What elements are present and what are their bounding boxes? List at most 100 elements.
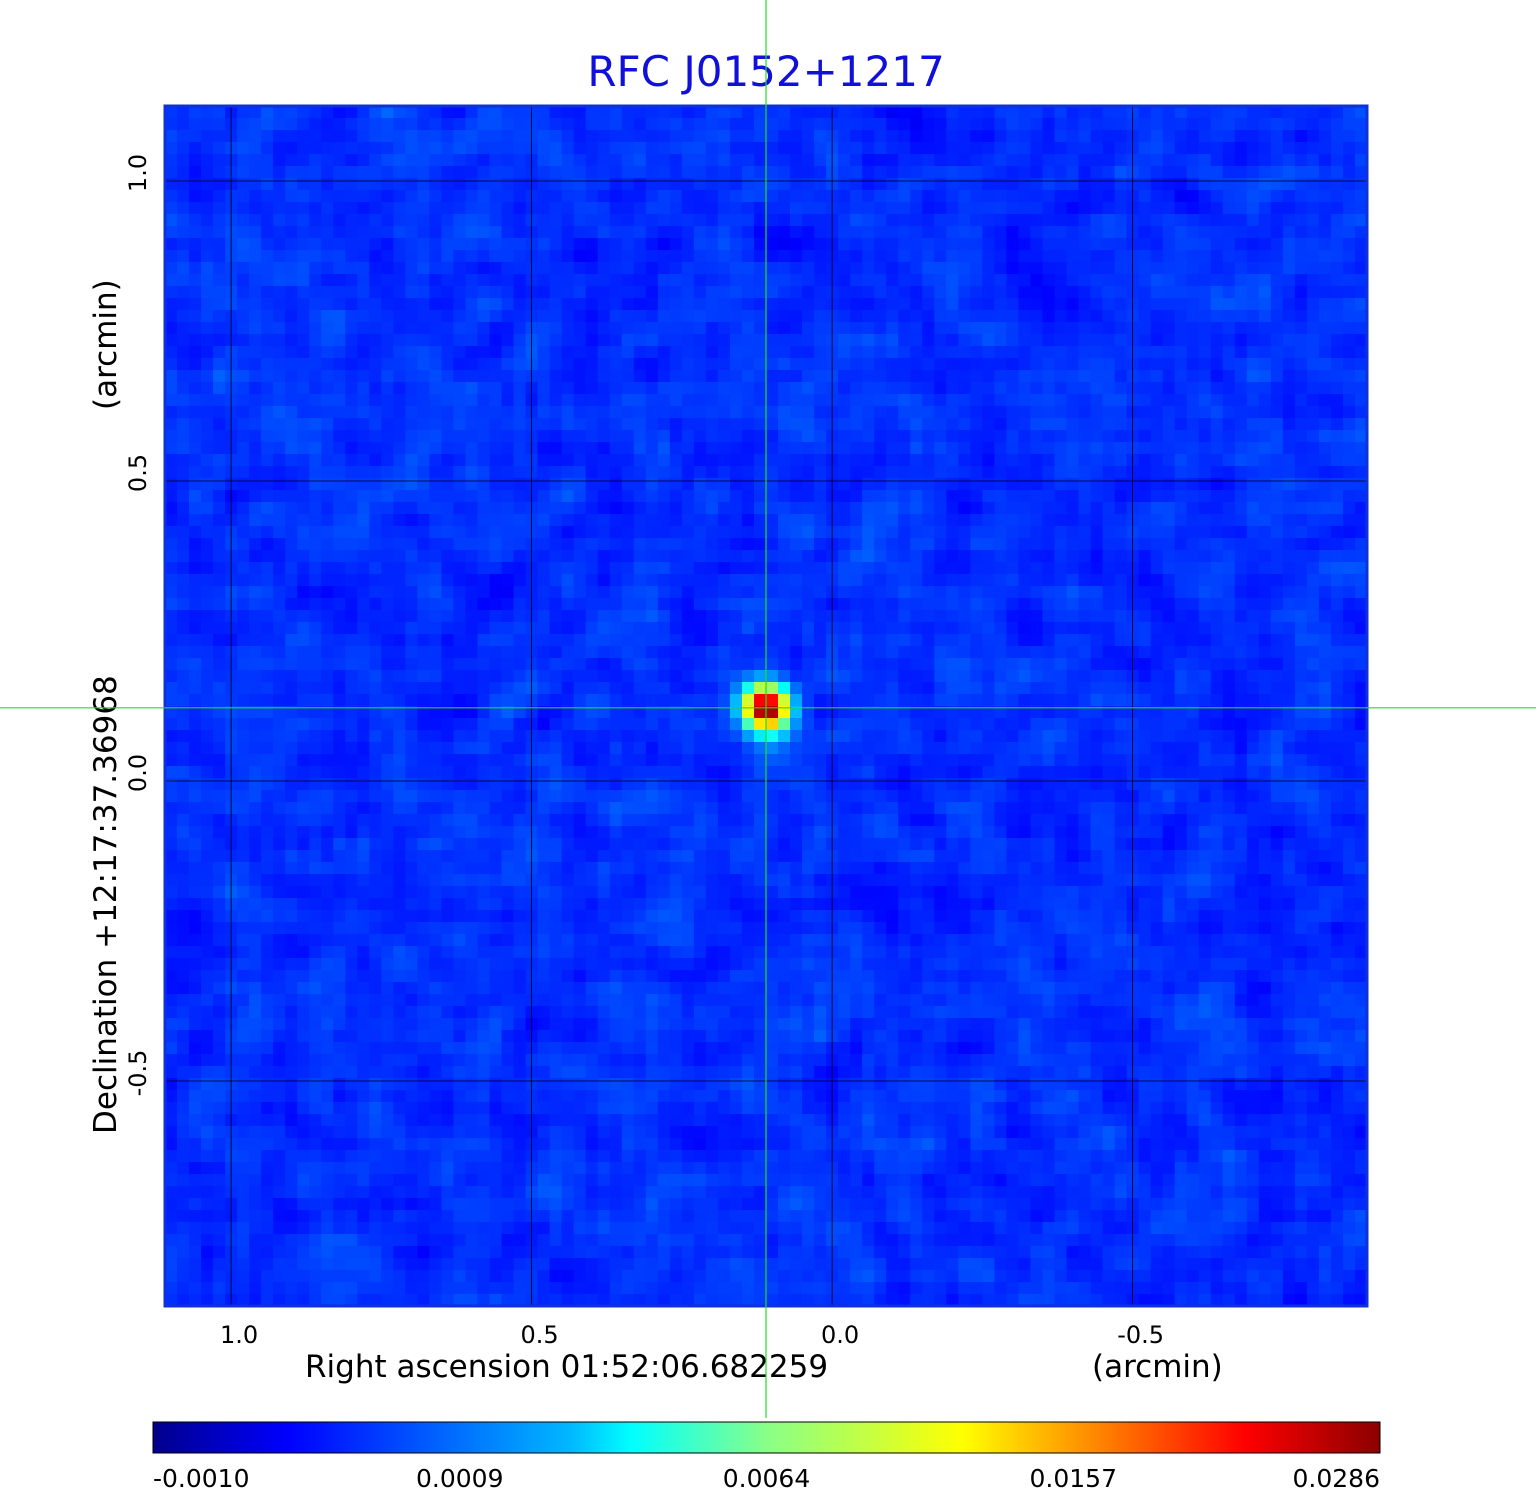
image-pixel	[189, 658, 202, 671]
image-pixel	[585, 598, 599, 611]
image-pixel	[982, 586, 995, 599]
image-pixel	[741, 670, 755, 683]
image-pixel	[357, 214, 370, 227]
image-pixel	[898, 334, 911, 347]
image-pixel	[489, 358, 502, 371]
image-pixel	[1282, 430, 1296, 443]
image-pixel	[669, 694, 683, 707]
image-pixel	[189, 298, 202, 311]
image-pixel	[405, 250, 418, 263]
image-pixel	[1006, 358, 1019, 371]
image-pixel	[1342, 382, 1356, 395]
image-pixel	[778, 394, 791, 407]
image-pixel	[790, 382, 803, 395]
image-pixel	[189, 214, 202, 227]
image-pixel	[1210, 118, 1224, 131]
image-pixel	[1078, 310, 1091, 323]
image-pixel	[165, 118, 178, 131]
image-pixel	[802, 694, 815, 707]
image-pixel	[717, 622, 731, 635]
image-pixel	[705, 286, 719, 299]
image-pixel	[1306, 454, 1320, 467]
image-pixel	[982, 154, 995, 167]
image-pixel	[705, 538, 719, 551]
image-pixel	[970, 610, 983, 623]
image-pixel	[1198, 526, 1212, 539]
image-pixel	[489, 346, 502, 359]
image-pixel	[729, 178, 743, 191]
image-pixel	[982, 130, 995, 143]
image-pixel	[850, 694, 863, 707]
image-pixel	[1114, 190, 1127, 203]
image-pixel	[621, 514, 635, 527]
image-pixel	[1162, 286, 1176, 299]
image-pixel	[1066, 154, 1079, 167]
image-pixel	[657, 694, 671, 707]
image-pixel	[753, 394, 767, 407]
image-pixel	[549, 106, 563, 119]
image-pixel	[285, 550, 298, 563]
image-pixel	[477, 682, 490, 695]
image-pixel	[1306, 538, 1320, 551]
image-pixel	[633, 694, 647, 707]
image-pixel	[681, 634, 695, 647]
image-pixel	[1186, 382, 1200, 395]
image-pixel	[645, 310, 659, 323]
image-pixel	[814, 358, 827, 371]
image-pixel	[729, 214, 743, 227]
image-pixel	[681, 694, 695, 707]
image-pixel	[177, 298, 190, 311]
image-pixel	[453, 562, 466, 575]
image-pixel	[910, 562, 923, 575]
image-pixel	[405, 514, 418, 527]
image-pixel	[970, 322, 983, 335]
image-pixel	[465, 502, 478, 515]
image-pixel	[477, 550, 490, 563]
image-pixel	[693, 466, 707, 479]
image-pixel	[249, 190, 262, 203]
image-pixel	[802, 238, 815, 251]
image-pixel	[345, 514, 358, 527]
image-pixel	[213, 214, 226, 227]
image-pixel	[441, 454, 454, 467]
image-pixel	[669, 274, 683, 287]
image-pixel	[1258, 622, 1272, 635]
image-pixel	[273, 178, 286, 191]
image-pixel	[1282, 526, 1296, 539]
image-pixel	[405, 454, 418, 467]
image-pixel	[934, 442, 947, 455]
image-pixel	[1294, 526, 1308, 539]
image-pixel	[237, 310, 250, 323]
image-pixel	[441, 598, 454, 611]
image-pixel	[1102, 346, 1115, 359]
image-pixel	[309, 154, 322, 167]
image-pixel	[1306, 382, 1320, 395]
image-pixel	[1294, 562, 1308, 575]
image-pixel	[970, 394, 983, 407]
image-pixel	[393, 514, 406, 527]
image-pixel	[477, 466, 490, 479]
image-pixel	[814, 682, 827, 695]
image-pixel	[1066, 598, 1079, 611]
image-pixel	[1006, 538, 1019, 551]
image-pixel	[1114, 610, 1127, 623]
image-pixel	[561, 478, 575, 491]
image-pixel	[934, 670, 947, 683]
image-pixel	[321, 370, 334, 383]
image-pixel	[717, 214, 731, 227]
image-pixel	[609, 178, 623, 191]
image-pixel	[1150, 250, 1164, 263]
image-pixel	[1006, 190, 1019, 203]
image-pixel	[1030, 106, 1043, 119]
image-pixel	[1150, 346, 1164, 359]
image-pixel	[1030, 154, 1043, 167]
image-pixel	[729, 574, 743, 587]
image-pixel	[1270, 466, 1284, 479]
image-pixel	[681, 106, 695, 119]
image-pixel	[1318, 586, 1332, 599]
image-pixel	[1210, 274, 1224, 287]
image-pixel	[946, 190, 959, 203]
image-pixel	[201, 322, 214, 335]
image-pixel	[573, 634, 587, 647]
image-pixel	[1234, 118, 1248, 131]
